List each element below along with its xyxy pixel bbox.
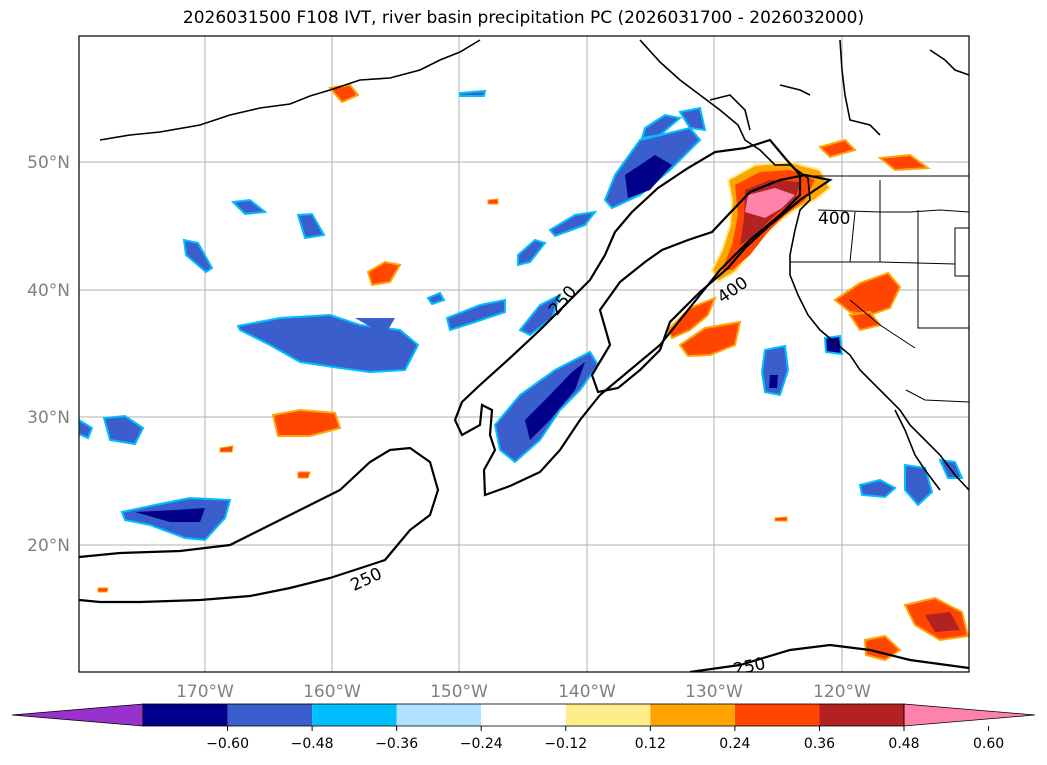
map-title: 2026031500 F108 IVT, river basin precipi…	[182, 8, 865, 28]
colorbar-tick-label: −0.12	[544, 736, 587, 752]
lat-label: 20°N	[27, 536, 70, 556]
colorbar-tick-label: 0.48	[888, 736, 919, 752]
colorbar-cell	[734, 704, 820, 726]
colorbar-tick-label: 0.60	[973, 736, 1004, 752]
contour-label: 250	[732, 654, 768, 680]
longitude-labels: 170°W 160°W 150°W 140°W 130°W 120°W	[176, 682, 871, 702]
colorbar-tick-label: −0.36	[375, 736, 418, 752]
ivt-250-contour	[453, 138, 802, 497]
lon-label: 140°W	[558, 682, 616, 702]
ivt-250-contour	[79, 446, 440, 604]
lon-label: 130°W	[685, 682, 743, 702]
colorbar-tick-label: 0.24	[719, 736, 750, 752]
colorbar-tick-label: −0.60	[206, 736, 249, 752]
ivt-contours	[79, 138, 969, 672]
colorbar-cell	[227, 704, 313, 726]
colorbar-cell	[819, 704, 904, 726]
colorbar: −0.60 −0.48 −0.36 −0.24 −0.12 0.12 0.24 0.36 0.4…	[11, 703, 1036, 752]
contour-label: 400	[818, 209, 850, 229]
colorbar-outline	[142, 703, 905, 727]
lon-label: 120°W	[813, 682, 871, 702]
latitude-labels: 50°N 40°N 30°N 20°N	[27, 153, 70, 556]
colorbar-cell	[396, 704, 482, 726]
negative-precip-anomaly-areas	[79, 89, 964, 542]
political-boundaries	[790, 175, 969, 403]
colorbar-extend-high	[903, 703, 1036, 727]
map-plot-area	[79, 36, 969, 672]
lon-label: 160°W	[303, 682, 361, 702]
lat-label: 40°N	[27, 281, 70, 301]
colorbar-cell	[143, 704, 228, 726]
colorbar-cell	[565, 704, 651, 726]
lon-label: 150°W	[430, 682, 488, 702]
colorbar-extend-low	[11, 703, 144, 727]
colorbar-tick-label: 0.12	[635, 736, 666, 752]
colorbar-tick-label: −0.24	[460, 736, 503, 752]
lat-label: 50°N	[27, 153, 70, 173]
coastlines	[99, 39, 969, 491]
lon-label: 170°W	[176, 682, 234, 702]
colorbar-cell	[481, 704, 566, 726]
colorbar-cell	[312, 704, 397, 726]
ivt-250-contour	[689, 643, 969, 672]
map-frame	[78, 35, 970, 673]
colorbar-cell	[650, 704, 735, 726]
ivt-400-contour	[590, 173, 833, 394]
colorbar-tick-label: 0.36	[804, 736, 835, 752]
colorbar-tick-label: −0.48	[291, 736, 334, 752]
lat-label: 30°N	[27, 408, 70, 428]
